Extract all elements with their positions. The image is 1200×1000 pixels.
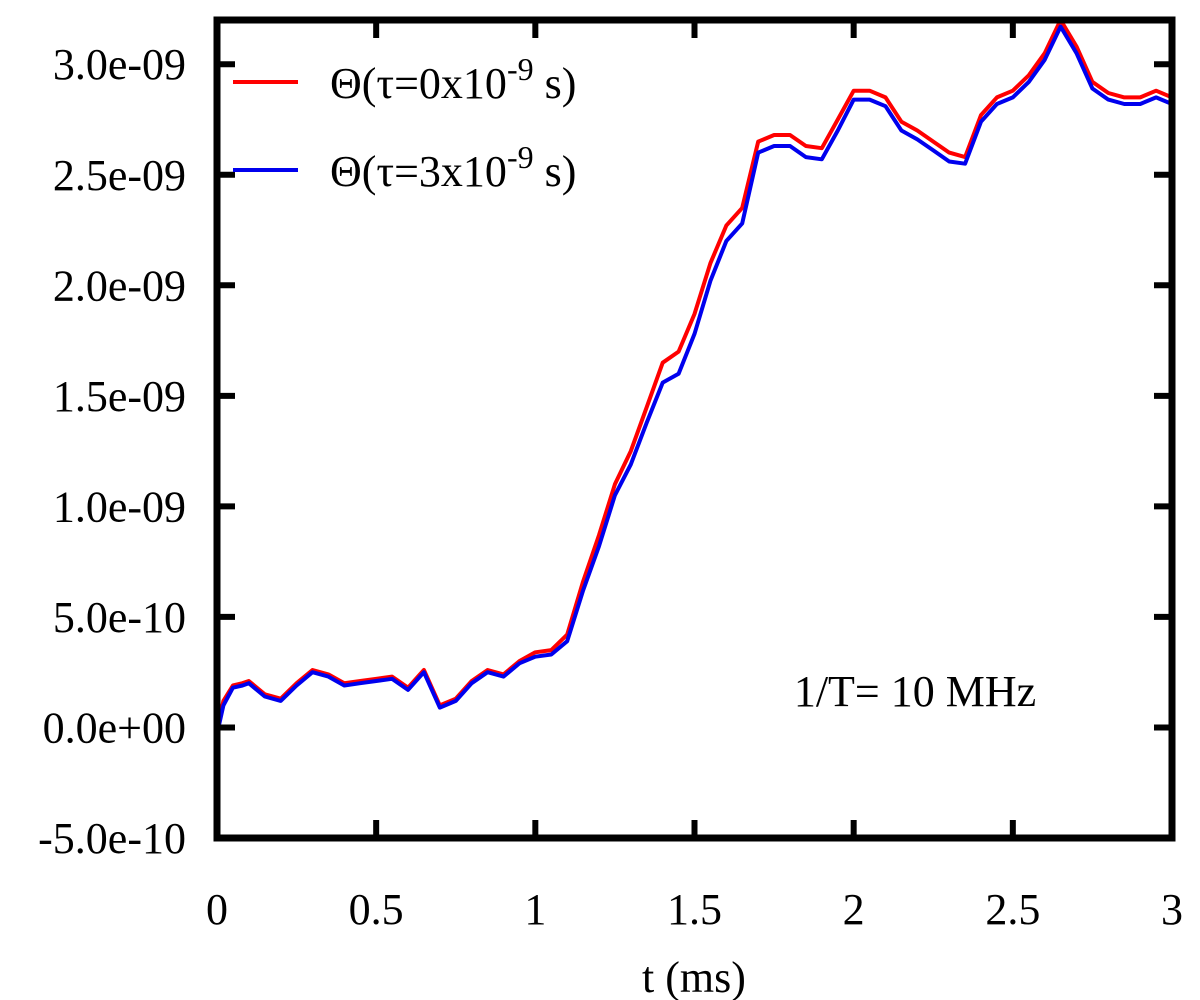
x-axis-label: t (ms) [642,953,746,1000]
y-tick-label: 3.0e-09 [53,40,186,89]
y-tick-label: 1.5e-09 [53,372,186,421]
legend: Θ(τ=0x10-9 s)Θ(τ=3x10-9 s) [233,51,576,196]
series-layer [217,20,1172,735]
y-tick-label: 2.5e-09 [53,151,186,200]
x-tick-label: 2.5 [985,885,1040,934]
legend-label-2: Θ(τ=3x10-9 s) [330,139,576,196]
legend-label-1: Θ(τ=0x10-9 s) [330,51,576,108]
legend-label-exponent: -9 [507,51,534,87]
ticks-layer: 0 0.5 1 1.5 2 2.5 3 -5.0e-10 0.0e+00 5.0e-10 1.0e-… [38,20,1183,934]
legend-label-unit: s) [534,147,577,196]
x-tick-label: 1 [524,885,546,934]
series-line-2 [217,24,1172,735]
x-tick-label: 2 [843,885,865,934]
legend-label-main: Θ(τ=0x10 [330,59,507,108]
annotation-frequency: 1/T= 10 MHz [794,667,1036,716]
x-tick-label: 3 [1161,885,1183,934]
x-tick-label: 0.5 [349,885,404,934]
y-tick-label: 2.0e-09 [53,261,186,310]
y-tick-label: -5.0e-10 [38,814,186,863]
y-tick-label: 0.0e+00 [43,703,186,752]
x-tick-label: 0 [206,885,228,934]
plot-frame [213,16,1176,842]
y-tick-label: 1.0e-09 [53,482,186,531]
x-tick-label: 1.5 [667,885,722,934]
legend-label-main: Θ(τ=3x10 [330,147,507,196]
legend-label-unit: s) [534,59,577,108]
series-line-1 [217,20,1172,731]
y-tick-label: 5.0e-10 [53,593,186,642]
legend-label-exponent: -9 [507,139,534,175]
